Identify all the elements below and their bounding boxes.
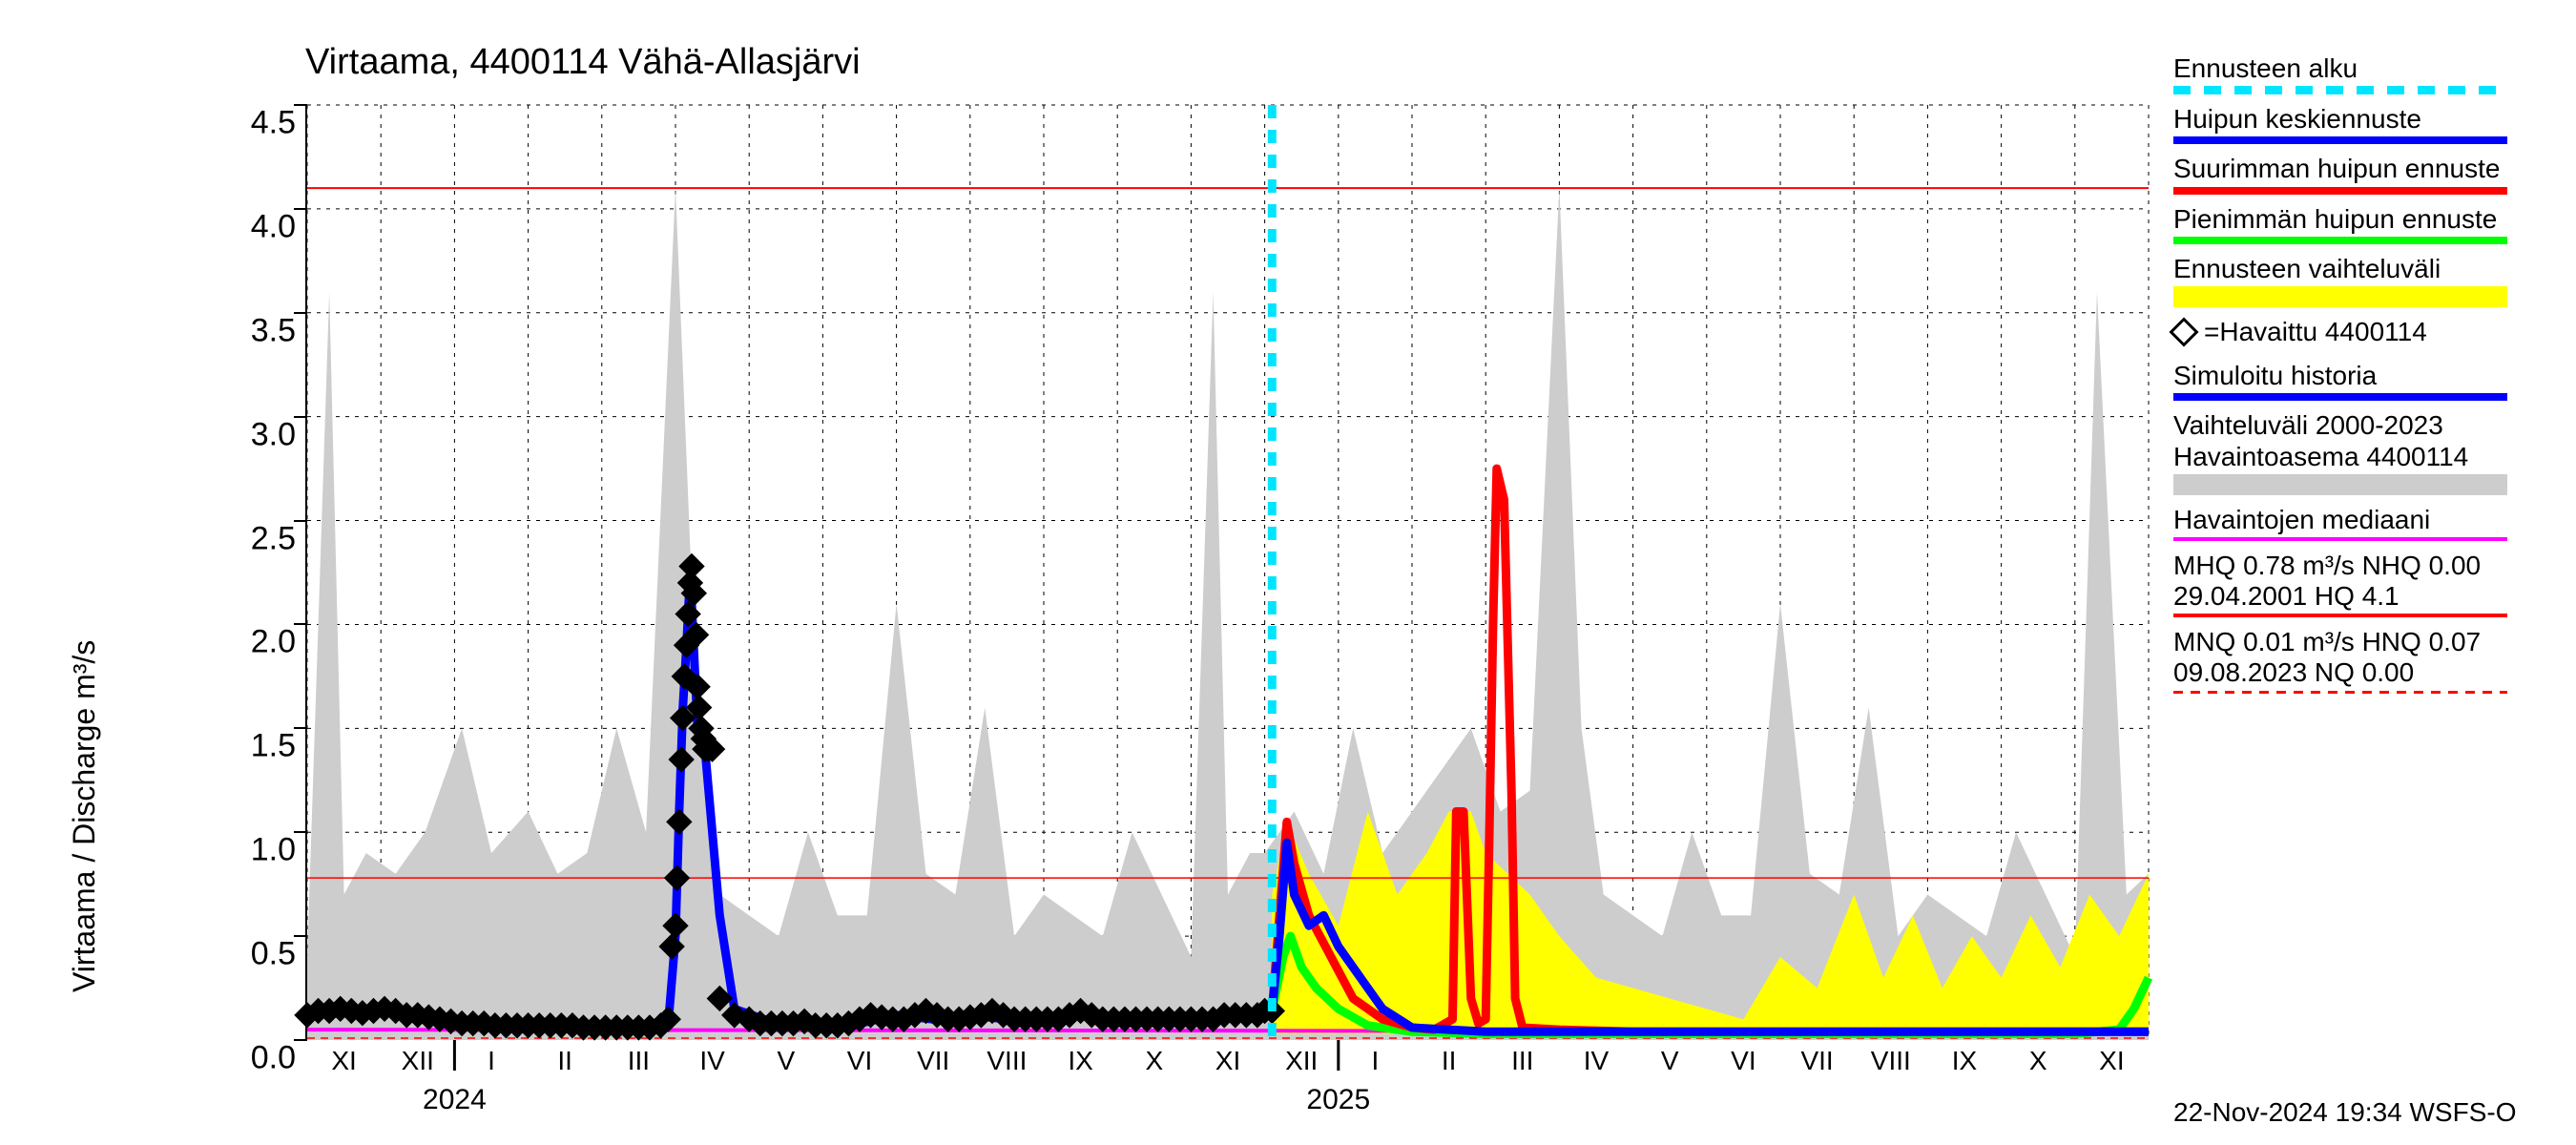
xtick-month: VIII [987,1046,1027,1076]
legend-swatch [2173,537,2507,541]
legend-label: =Havaittu 4400114 [2173,317,2507,347]
legend-item: =Havaittu 4400114 [2173,317,2507,357]
plot-svg-foreground [307,105,2149,1040]
timestamp-footer: 22-Nov-2024 19:34 WSFS-O [2173,1097,2517,1128]
legend-swatch [2173,187,2507,195]
legend-swatch [2173,237,2507,244]
xtick-month: III [1511,1046,1533,1076]
ytick-mark [294,623,307,625]
year-label: 2024 [423,1084,487,1116]
ytick-label: 0.5 [251,936,296,973]
xtick-month: V [1661,1046,1679,1076]
year-label: 2025 [1306,1084,1370,1116]
legend-item: Vaihteluväli 2000-2023 Havaintoasema 440… [2173,410,2507,494]
legend-label: Suurimman huipun ennuste [2173,154,2507,184]
ytick-mark [294,208,307,210]
ytick-label: 0.0 [251,1040,296,1077]
ytick-mark [294,104,307,106]
legend-label: MNQ 0.01 m³/s HNQ 0.0709.08.2023 NQ 0.00 [2173,627,2507,688]
ytick-label: 4.0 [251,208,296,245]
legend-label: Huipun keskiennuste [2173,104,2507,135]
xtick-month: IX [1068,1046,1092,1076]
ytick-mark [294,312,307,314]
ytick-mark [294,831,307,833]
legend-item: MNQ 0.01 m³/s HNQ 0.0709.08.2023 NQ 0.00 [2173,627,2507,693]
diamond-icon [2169,317,2198,346]
plot-area: 0.00.51.01.52.02.53.03.54.04.5XIXIIIIIII… [305,105,2147,1040]
xtick-month: X [1145,1046,1163,1076]
y-axis-label: Virtaama / Discharge m³/s [67,640,102,992]
xtick-month: I [488,1046,495,1076]
xtick-month: IV [1584,1046,1609,1076]
ytick-label: 3.0 [251,416,296,453]
ytick-mark [294,1039,307,1041]
legend-label: MHQ 0.78 m³/s NHQ 0.0029.04.2001 HQ 4.1 [2173,551,2507,612]
xtick-month: VII [917,1046,949,1076]
chart-title: Virtaama, 4400114 Vähä-Allasjärvi [305,42,861,83]
legend: Ennusteen alku Huipun keskiennuste Suurimm… [2173,53,2507,703]
ytick-label: 2.5 [251,520,296,557]
legend-label: Havaintojen mediaani [2173,505,2507,535]
legend-item: Pienimmän huipun ennuste [2173,204,2507,244]
xtick-month: XII [1285,1046,1318,1076]
legend-swatch [2173,86,2507,94]
xtick-month: X [2029,1046,2047,1076]
xtick-month: IV [699,1046,724,1076]
legend-item: Suurimman huipun ennuste [2173,154,2507,194]
ytick-label: 3.5 [251,312,296,349]
legend-item: Simuloitu historia [2173,361,2507,401]
ytick-label: 4.5 [251,105,296,142]
legend-swatch [2173,474,2507,495]
legend-swatch [2173,393,2507,401]
xtick-month: II [557,1046,572,1076]
xtick-month: VII [1800,1046,1833,1076]
ytick-mark [294,727,307,729]
xtick-month: XI [1215,1046,1240,1076]
xtick-month: XII [402,1046,434,1076]
legend-item: Ennusteen vaihteluväli [2173,254,2507,307]
xtick-month: I [1372,1046,1380,1076]
ytick-label: 1.5 [251,728,296,765]
legend-label: Vaihteluväli 2000-2023 Havaintoasema 440… [2173,410,2507,471]
legend-label: Simuloitu historia [2173,361,2507,391]
legend-swatch [2173,286,2507,307]
xtick-month: III [628,1046,650,1076]
xtick-month: VI [847,1046,872,1076]
xtick-month: VI [1731,1046,1755,1076]
legend-label: Pienimmän huipun ennuste [2173,204,2507,235]
xtick-month: VIII [1871,1046,1911,1076]
xtick-month: IX [1952,1046,1977,1076]
xtick-month: II [1442,1046,1457,1076]
ytick-mark [294,416,307,418]
legend-label: Ennusteen vaihteluväli [2173,254,2507,284]
xtick-month: V [777,1046,795,1076]
legend-item: Havaintojen mediaani [2173,505,2507,541]
xtick-month: XI [2099,1046,2124,1076]
legend-swatch [2173,614,2507,617]
ytick-label: 1.0 [251,832,296,869]
legend-item: MHQ 0.78 m³/s NHQ 0.0029.04.2001 HQ 4.1 [2173,551,2507,617]
ytick-label: 2.0 [251,624,296,661]
xtick-month: XI [331,1046,356,1076]
legend-item: Ennusteen alku [2173,53,2507,94]
legend-swatch [2173,136,2507,144]
ytick-mark [294,520,307,522]
legend-swatch [2173,691,2507,694]
ytick-mark [294,935,307,937]
legend-label: Ennusteen alku [2173,53,2507,84]
legend-item: Huipun keskiennuste [2173,104,2507,144]
